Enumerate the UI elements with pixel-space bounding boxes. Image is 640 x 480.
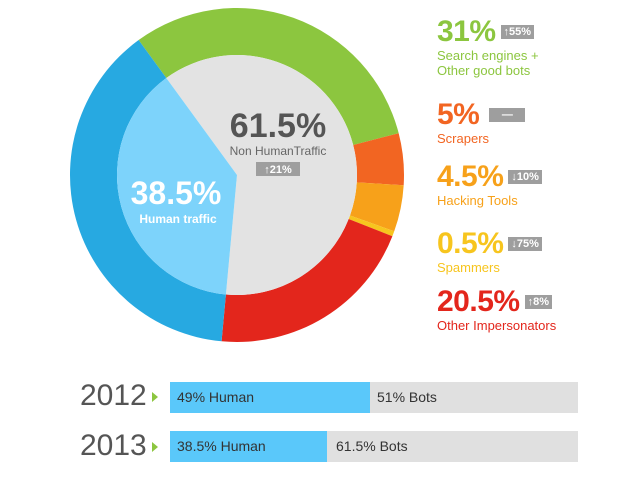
legend-item-spammers: 0.5% ↓75% Spammers xyxy=(437,229,542,275)
legend-label: Scrapers xyxy=(437,131,490,146)
inner-slice-human xyxy=(116,78,237,295)
human-bar-fill xyxy=(170,382,370,413)
legend-value: 0.5% xyxy=(437,227,504,260)
change-badge: — xyxy=(489,108,526,122)
legend-item-hacking-tools: 4.5% ↓10% Hacking Tools xyxy=(437,162,542,208)
human-bar-label: 38.5% Human xyxy=(177,438,266,454)
legend-item-other-impersonators: 20.5% ↑8% Other Impersonators xyxy=(437,285,557,334)
slice-hacking-tools xyxy=(349,182,404,232)
nonhuman-value: 61.5% xyxy=(230,107,326,145)
year-label-2013: 2013 xyxy=(80,429,147,462)
slice-human-traffic xyxy=(70,40,226,342)
human-bar-fill xyxy=(170,431,328,462)
bots-bar-label: 51% Bots xyxy=(377,389,437,405)
traffic-donut-chart: 61.5%Non HumanTraffic ↑21% 38.5%Human traf… xyxy=(70,8,404,342)
year-bar-2013: 38.5% Human 61.5% Bots xyxy=(170,431,578,462)
legend-label: Other Impersonators xyxy=(437,318,557,333)
nonhuman-badge-bg xyxy=(256,162,300,176)
change-badge: ↑55% xyxy=(500,25,535,39)
human-bar-label: 49% Human xyxy=(177,389,255,405)
slice-good-bots xyxy=(138,8,399,145)
year-label-2012: 2012 xyxy=(80,379,147,412)
change-badge: ↓75% xyxy=(508,237,542,251)
legend-label: Hacking Tools xyxy=(437,193,518,208)
legend-item-scrapers: 5% — Scrapers xyxy=(437,98,526,146)
legend-label: Spammers xyxy=(437,260,500,275)
human-label: Human traffic xyxy=(139,212,217,226)
year-arrow-icon xyxy=(152,442,158,452)
change-badge: ↑8% xyxy=(524,295,552,309)
human-value: 38.5% xyxy=(131,175,222,211)
legend-value: 20.5% xyxy=(437,285,520,318)
slice-scrapers xyxy=(353,133,404,186)
bots-bar-label: 61.5% Bots xyxy=(336,438,408,454)
legend-value: 5% xyxy=(437,98,480,131)
legend-value: 31% xyxy=(437,15,496,48)
slice-other-impersonators xyxy=(221,218,393,342)
legend-item-good-bots: 31% ↑55% Search engines + Other good bot… xyxy=(437,15,539,79)
nonhuman-badge: ↑21% xyxy=(264,164,292,176)
slice-spammers xyxy=(348,215,395,237)
legend-value: 4.5% xyxy=(437,160,504,193)
year-arrow-icon xyxy=(152,392,158,402)
change-badge: ↓10% xyxy=(508,170,542,184)
year-bar-2012: 49% Human 51% Bots xyxy=(170,382,578,413)
legend-label: Search engines + Other good bots xyxy=(437,48,539,78)
nonhuman-label: Non HumanTraffic xyxy=(230,144,327,158)
